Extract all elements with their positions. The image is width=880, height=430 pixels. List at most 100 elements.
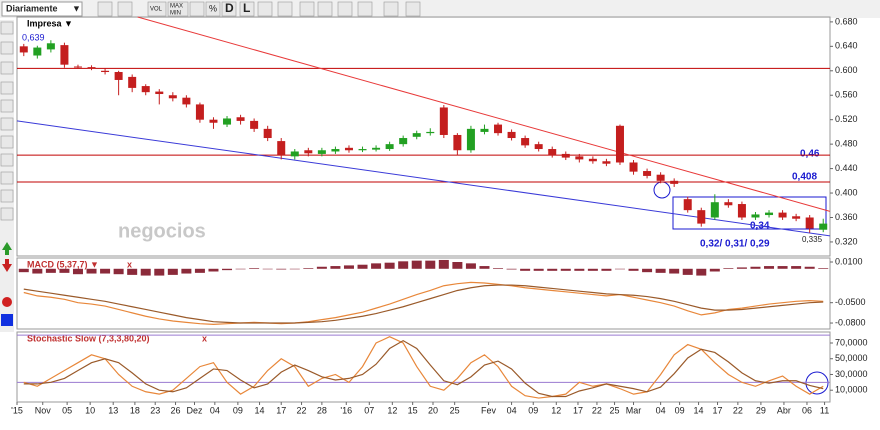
histogram-bar — [18, 268, 29, 273]
candle-body — [670, 180, 679, 184]
zoom-in-button[interactable] — [317, 1, 333, 17]
x-tick-label: 04 — [656, 405, 666, 415]
trend-line — [16, 120, 831, 237]
color-button[interactable] — [1, 314, 13, 326]
histogram-bar — [289, 268, 300, 270]
histogram-bar — [398, 261, 409, 269]
x-tick-label: 09 — [233, 405, 243, 415]
candle-body — [575, 156, 584, 160]
y-tick-label: 70,0000 — [835, 337, 868, 347]
tool-button[interactable] — [97, 1, 113, 17]
tool-button[interactable] — [0, 171, 14, 185]
candle-body — [304, 150, 313, 154]
histogram-bar — [222, 268, 233, 271]
histogram-bar — [669, 268, 680, 274]
x-tick-label: 12 — [387, 405, 397, 415]
candle-body — [751, 214, 760, 218]
down-arrow[interactable] — [2, 259, 12, 272]
histogram-bar — [330, 266, 341, 269]
remove-button[interactable] — [2, 297, 12, 307]
d-button[interactable] — [221, 1, 237, 17]
candle-body — [344, 147, 353, 151]
histogram-bar — [696, 268, 707, 276]
vol-button[interactable] — [147, 1, 167, 17]
candle-body — [236, 117, 245, 121]
tool-button[interactable] — [117, 1, 133, 17]
dropdown-arrow: ▼ — [72, 3, 81, 13]
panel — [16, 257, 831, 330]
tool-button[interactable] — [0, 207, 14, 221]
candle-body — [33, 47, 42, 56]
tool-button[interactable] — [277, 1, 293, 17]
tool-button[interactable] — [0, 153, 14, 167]
x-tick-label: 13 — [108, 405, 118, 415]
candle-body — [521, 138, 530, 146]
period-select[interactable] — [1, 1, 83, 17]
x-tick-label: 22 — [733, 405, 743, 415]
histogram-bar — [262, 268, 273, 270]
candle-body — [114, 72, 123, 80]
y-tick-label: 0.360 — [835, 212, 858, 222]
histogram-bar — [520, 268, 531, 271]
y-tick-label: 0.320 — [835, 236, 858, 246]
button-label: % — [209, 3, 217, 13]
help-button[interactable] — [383, 1, 399, 17]
x-tick-label: 05 — [62, 405, 72, 415]
panel-title: MACD (5,37,7) ▼ — [27, 259, 99, 269]
candle-body — [778, 212, 787, 218]
percent-button[interactable] — [205, 1, 221, 17]
tool-button[interactable] — [405, 1, 421, 17]
x-tick-label: '16 — [340, 405, 352, 415]
x-tick-label: 14 — [694, 405, 704, 415]
x-tick-label: 25 — [450, 405, 460, 415]
y-tick-label: 0.0100 — [835, 256, 863, 266]
candle-body — [399, 138, 408, 145]
x-tick-label: 29 — [756, 405, 766, 415]
y-tick-label: -0.0500 — [835, 297, 866, 307]
tool-button[interactable] — [0, 189, 14, 203]
tool-button[interactable] — [257, 1, 273, 17]
x-tick-label: Mar — [626, 405, 642, 415]
trend-line — [137, 16, 831, 212]
candle-body — [588, 158, 597, 162]
candle-body — [385, 144, 394, 150]
histogram-bar — [682, 268, 693, 275]
candle-body — [507, 131, 516, 139]
print-button[interactable] — [357, 1, 373, 17]
histogram-bar — [479, 266, 490, 269]
tool-button[interactable] — [0, 81, 14, 95]
y-tick-label: 30,0000 — [835, 369, 868, 379]
highlight-box — [672, 196, 827, 230]
candle-body — [439, 107, 448, 135]
histogram-bar — [452, 262, 463, 269]
tool-button[interactable] — [0, 41, 14, 55]
histogram-bar — [438, 259, 449, 269]
candle-body — [615, 125, 624, 163]
annotation: 0,639 — [22, 32, 45, 42]
tool-button[interactable] — [0, 135, 14, 149]
y-tick-label: 0.560 — [835, 90, 858, 100]
candle-body — [277, 141, 286, 156]
candle-body — [426, 131, 435, 134]
histogram-bar — [235, 268, 246, 270]
candle-body — [548, 149, 557, 156]
l-button[interactable] — [239, 1, 255, 17]
candle-body — [480, 128, 489, 132]
button-label: VOL — [150, 7, 163, 13]
tool-button[interactable] — [299, 1, 315, 17]
maxmin-button[interactable] — [167, 1, 189, 17]
tool-button[interactable] — [0, 99, 14, 113]
histogram-bar — [723, 268, 734, 269]
x-tick-label: 28 — [317, 405, 327, 415]
tool-button[interactable] — [0, 117, 14, 131]
x-tick-label: 18 — [130, 405, 140, 415]
x-tick-label: Dez — [186, 405, 203, 415]
x-tick-label: 09 — [675, 405, 685, 415]
tool-button[interactable] — [0, 21, 14, 35]
up-arrow[interactable] — [2, 242, 12, 255]
zoom-out-button[interactable] — [337, 1, 353, 17]
candle-body — [317, 150, 326, 154]
grid-button[interactable] — [189, 1, 205, 17]
tool-button[interactable] — [0, 61, 14, 75]
